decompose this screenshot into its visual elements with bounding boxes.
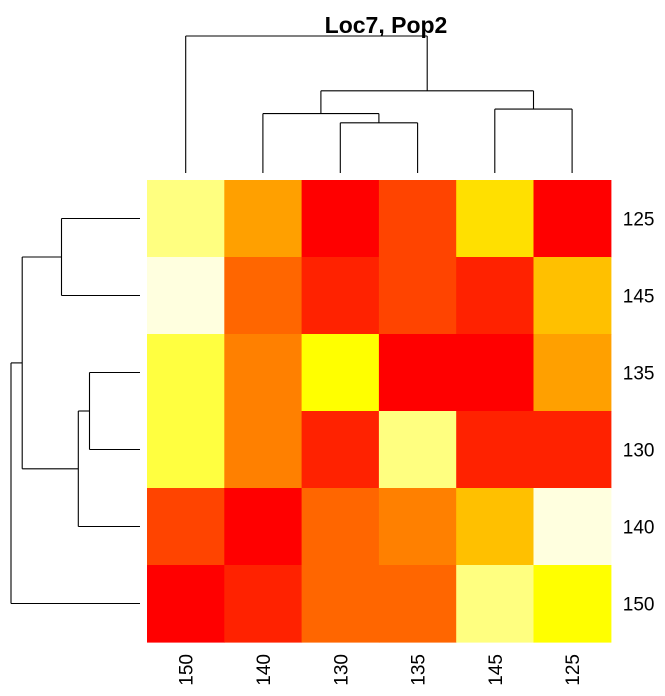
column-label: 150 (177, 654, 198, 686)
heatmap-cell (378, 180, 457, 258)
row-labels: 125 145 135 130 140 150 (623, 210, 655, 616)
heatmap-cell (456, 488, 535, 566)
row-label: 135 (623, 364, 655, 385)
heatmap-cell (224, 257, 303, 335)
column-label: 145 (486, 654, 507, 686)
heatmap-cell (378, 257, 457, 335)
heatmap-cell (533, 411, 612, 489)
column-label: 125 (563, 654, 584, 686)
heatmap-cell (378, 411, 457, 489)
heatmap-cell (224, 180, 303, 258)
heatmap-cell (533, 180, 612, 258)
heatmap-cell (378, 488, 457, 566)
heatmap-cell (224, 411, 303, 489)
heatmap-cell (378, 334, 457, 412)
heatmap-cell (456, 257, 535, 335)
row-dendrogram (10, 217, 140, 605)
heatmap-cell (456, 565, 535, 643)
heatmap-cell (301, 488, 380, 566)
column-label: 130 (331, 654, 352, 686)
heatmap-cell (147, 565, 225, 643)
heatmap-cell (533, 257, 612, 335)
row-label: 145 (623, 287, 655, 308)
column-labels: 150 140 130 135 145 125 (177, 654, 584, 686)
heatmap-cell (378, 565, 457, 643)
heatmap-cell (147, 257, 225, 335)
heatmap-cell (224, 488, 303, 566)
heatmap-cell (147, 180, 225, 258)
heatmap-cell (533, 334, 612, 412)
heatmap-cell (456, 180, 535, 258)
heatmap-cell (301, 565, 380, 643)
row-label: 140 (623, 518, 655, 539)
row-label: 125 (623, 210, 655, 231)
row-label: 150 (623, 595, 655, 616)
heatmap-cell (147, 411, 225, 489)
column-label: 140 (254, 654, 275, 686)
heatmap-cell (533, 565, 612, 643)
heatmap-cell (147, 334, 225, 412)
heatmap-cell (301, 411, 380, 489)
chart-title: Loc7, Pop2 (325, 12, 448, 38)
heatmap-cell (301, 334, 380, 412)
heatmap-cell (301, 180, 380, 258)
heatmap-cell (301, 257, 380, 335)
row-label: 130 (623, 441, 655, 462)
heatmap-cell (533, 488, 612, 566)
heatmap-cell (147, 488, 225, 566)
heatmap-cell (224, 334, 303, 412)
column-dendrogram (185, 35, 573, 173)
heatmap-cell (456, 334, 535, 412)
column-label: 135 (409, 654, 430, 686)
heatmap-cell (224, 565, 303, 643)
heatmap-cell (456, 411, 535, 489)
heatmap-cells (147, 180, 612, 643)
